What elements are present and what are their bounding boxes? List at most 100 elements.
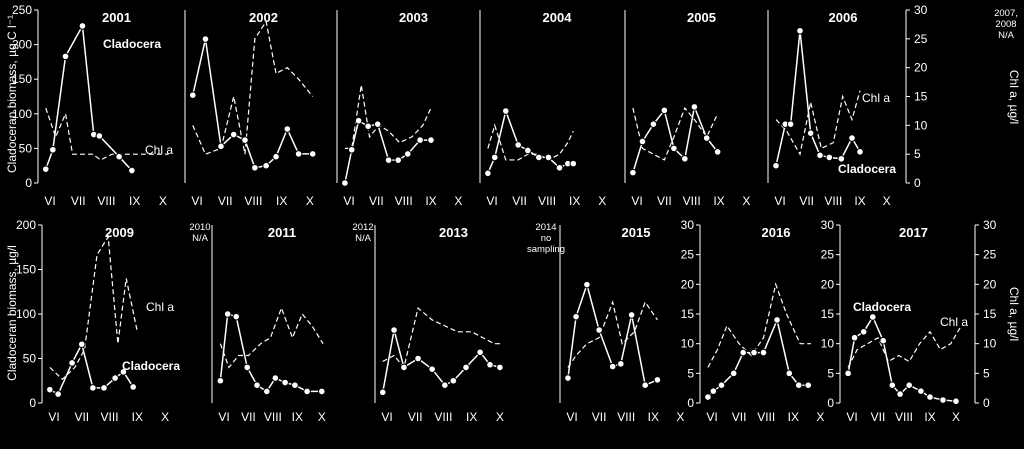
panel-title: 2004 bbox=[543, 10, 573, 25]
y-tick-label: 10 bbox=[821, 337, 835, 351]
y2-tick-label: 25 bbox=[983, 248, 997, 262]
month-tick-label: VII bbox=[408, 410, 423, 424]
month-tick-label: IX bbox=[425, 194, 436, 208]
panel-2011: VI VII VIII IX X 2011 bbox=[211, 225, 326, 424]
panel-title: 2016 bbox=[762, 225, 791, 240]
cladocera-point bbox=[262, 387, 271, 396]
month-tick-label: VII bbox=[241, 410, 256, 424]
month-tick-label: VI bbox=[191, 194, 202, 208]
cladocera-point bbox=[608, 362, 617, 371]
cladocera-point bbox=[729, 369, 738, 378]
month-tick-label: IX bbox=[788, 410, 799, 424]
month-tick-label: VI bbox=[343, 194, 354, 208]
cladocera-point bbox=[816, 151, 824, 160]
panel-title: 2003 bbox=[399, 10, 428, 25]
series-annotation: Chl a bbox=[145, 143, 173, 157]
month-tick-label: VI bbox=[706, 410, 717, 424]
cladocera-point bbox=[400, 363, 408, 372]
cladocera-point bbox=[223, 310, 232, 318]
chl-a-series-line bbox=[707, 282, 811, 368]
panel-title: 2013 bbox=[439, 225, 468, 240]
cladocera-point bbox=[564, 374, 572, 382]
month-tick-label: VIII bbox=[757, 410, 775, 424]
panel-title: 2005 bbox=[687, 10, 716, 25]
month-tick-label: IX bbox=[129, 194, 140, 208]
cladocera-point bbox=[786, 120, 795, 128]
cladocera-point bbox=[384, 156, 393, 164]
y2-tick-label: 25 bbox=[914, 32, 928, 46]
panel-2004: VI VII VIII IX X 2004 bbox=[479, 10, 606, 208]
month-tick-label: VII bbox=[74, 410, 89, 424]
note-line: no bbox=[541, 233, 552, 244]
cladocera-point bbox=[496, 363, 504, 372]
cladocera-point bbox=[717, 381, 726, 390]
cladocera-point bbox=[641, 381, 650, 390]
cladocera-point bbox=[111, 374, 119, 382]
cladocera-point bbox=[78, 22, 87, 30]
panel-2005: VI VII VIII IX X 2005 bbox=[624, 10, 750, 208]
cladocera-point bbox=[281, 378, 289, 387]
cladocera-point bbox=[294, 150, 303, 158]
y-tick-label: 20 bbox=[681, 277, 695, 291]
y-tick-label: 15 bbox=[681, 307, 695, 321]
cladocera-point bbox=[61, 52, 70, 61]
month-tick-label: VII bbox=[799, 194, 814, 208]
month-tick-label: X bbox=[161, 410, 169, 424]
chl-a-series-line bbox=[219, 306, 324, 369]
cladocera-point bbox=[403, 150, 412, 158]
y-tick-label: 100 bbox=[12, 107, 32, 121]
panel-title: 2011 bbox=[268, 225, 296, 240]
y-tick-label: 20 bbox=[821, 277, 835, 291]
y-tick-label: 25 bbox=[821, 248, 835, 262]
cladocera-point bbox=[251, 163, 259, 172]
month-tick-label: X bbox=[883, 194, 891, 208]
cladocera-point bbox=[449, 376, 458, 385]
cladocera-point bbox=[241, 136, 249, 144]
cladocera-point bbox=[484, 169, 492, 178]
cladocera-point bbox=[704, 393, 712, 401]
cladocera-point bbox=[627, 311, 636, 319]
note-line: N/A bbox=[192, 233, 209, 244]
y2-tick-label: 10 bbox=[914, 118, 928, 132]
month-tick-label: VI bbox=[566, 410, 577, 424]
cladocera-point bbox=[926, 393, 934, 401]
series-annotation: Cladocera bbox=[103, 37, 161, 51]
cladocera-point bbox=[952, 397, 960, 406]
note-line: 2007, bbox=[994, 8, 1018, 19]
cladocera-point bbox=[514, 141, 522, 149]
cladocera-point bbox=[216, 376, 225, 385]
month-tick-label: VI bbox=[774, 194, 785, 208]
panel-title: 2017 bbox=[899, 225, 928, 240]
month-tick-label: VII bbox=[732, 410, 747, 424]
note-line: 2010 bbox=[189, 222, 210, 233]
cladocera-point bbox=[100, 384, 108, 392]
bottom-left-ylabel: Cladoceran biomass, µg/l bbox=[5, 245, 19, 381]
cladocera-point bbox=[462, 363, 470, 372]
cladocera-point bbox=[856, 148, 864, 156]
cladocera-point bbox=[129, 383, 137, 391]
y2-tick-label: 10 bbox=[983, 337, 997, 351]
y-tick-label: 150 bbox=[12, 72, 32, 86]
month-tick-label: VII bbox=[657, 194, 672, 208]
cladocera-point bbox=[54, 390, 62, 398]
cladocera-point bbox=[750, 348, 758, 357]
cladocera-point bbox=[905, 381, 914, 390]
month-tick-label: VIII bbox=[97, 194, 115, 208]
cladocera-point bbox=[341, 179, 349, 187]
month-tick-label: IX bbox=[648, 410, 659, 424]
cladocera-point bbox=[524, 146, 532, 155]
month-tick-label: VII bbox=[369, 194, 384, 208]
month-tick-label: IX bbox=[569, 194, 580, 208]
panel-2002: VI VII VIII IX X 2002 bbox=[184, 10, 317, 208]
cladocera-point bbox=[303, 387, 311, 396]
month-tick-label: IX bbox=[466, 410, 477, 424]
not-available-note: 2012 N/A bbox=[352, 222, 373, 244]
y2-tick-label: 0 bbox=[983, 396, 990, 410]
y2-tick-label: 5 bbox=[914, 147, 921, 161]
month-tick-label: VII bbox=[71, 194, 86, 208]
cladocera-point bbox=[46, 385, 54, 394]
month-tick-label: VI bbox=[486, 194, 497, 208]
cladocera-point bbox=[794, 381, 803, 390]
cladocera-point bbox=[535, 153, 543, 162]
